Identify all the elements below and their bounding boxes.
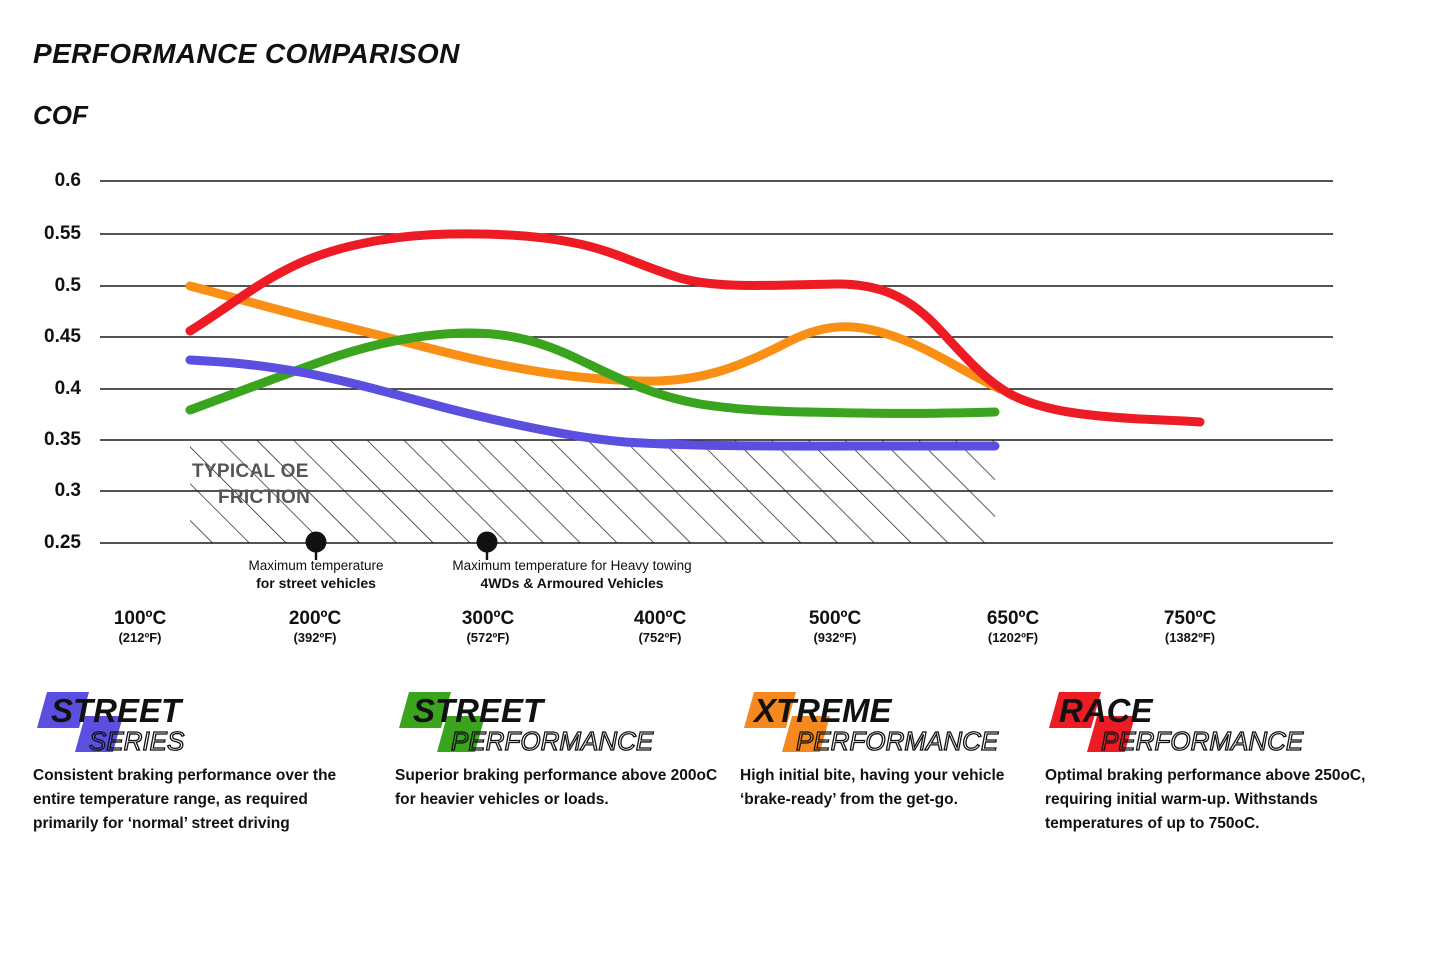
logo-brand-text: XTREME	[752, 692, 893, 729]
series-line-street-performance	[185, 328, 1000, 418]
logo-accent-shape	[399, 692, 451, 728]
logo-sub-text: PERFORMANCE	[1101, 726, 1304, 756]
y-tick-6: 0.3	[54, 480, 81, 501]
x-tick-celsius: 650ºC	[986, 608, 1040, 629]
x-tick-celsius: 100ºC	[113, 608, 167, 629]
logo-street-series: STREET SERIES	[33, 682, 373, 758]
annotation-line1: Maximum temperature for Heavy towing	[452, 558, 692, 573]
x-tick-100c: 100ºC (212ºF)	[75, 608, 205, 646]
logo-accent-shape	[37, 692, 89, 728]
legend-description: Superior braking performance above 200oC…	[395, 767, 718, 809]
y-tick-3: 0.45	[44, 326, 81, 347]
annotation-marker-street-vehicles	[305, 531, 327, 560]
x-tick-200c: 200ºC (392ºF)	[250, 608, 380, 646]
logo-accent-shape-lower	[1087, 716, 1135, 752]
logo-accent-shape	[1049, 692, 1101, 728]
x-tick-celsius: 750ºC	[1163, 608, 1217, 629]
page-title: PERFORMANCE COMPARISON	[33, 38, 460, 69]
x-tick-400c: 400ºC (752ºF)	[595, 608, 725, 646]
logo-sub-text: PERFORMANCE	[796, 726, 999, 756]
annotation-line1: Maximum temperature	[248, 558, 384, 573]
legend-item-street-performance: STREET PERFORMANCE Superior braking perf…	[395, 682, 725, 812]
logo-accent-shape-lower	[782, 716, 830, 752]
legend-item-street-series: STREET SERIES Consistent braking perform…	[33, 682, 373, 836]
annotation-heavy-towing: Maximum temperature for Heavy towing 4WD…	[352, 558, 792, 592]
x-tick-650c: 650ºC (1202ºF)	[948, 608, 1078, 646]
logo-brand-text: RACE	[1059, 692, 1153, 729]
legend-description: Consistent braking performance over the …	[33, 767, 337, 833]
x-tick-fahrenheit: (392ºF)	[293, 629, 337, 645]
y-tick-2: 0.5	[54, 275, 81, 296]
annotation-line2: 4WDs & Armoured Vehicles	[480, 574, 664, 591]
y-tick-1: 0.55	[44, 223, 81, 244]
logo-race-performance: RACE PERFORMANCE	[1045, 682, 1375, 758]
typical-oe-friction-label: TYPICAL OE FRICTION	[192, 459, 310, 510]
chart: 0.6 0.55 0.5 0.45 0.4 0.35 0.3 0.25 TYPI…	[44, 170, 1333, 646]
logo-brand-text: STREET	[413, 692, 546, 729]
band-label-line2: FRICTION	[218, 486, 311, 508]
x-tick-fahrenheit: (212ºF)	[118, 629, 162, 645]
legend: STREET SERIES Consistent braking perform…	[0, 682, 1445, 972]
x-tick-fahrenheit: (1382ºF)	[1164, 629, 1216, 645]
legend-item-race-performance: RACE PERFORMANCE Optimal braking perform…	[1045, 682, 1375, 836]
series-line-street-series	[185, 355, 1000, 451]
annotation-line2: for street vehicles	[256, 574, 376, 591]
y-tick-7: 0.25	[44, 532, 81, 553]
x-tick-fahrenheit: (572ºF)	[466, 629, 510, 645]
legend-item-xtreme-performance: XTREME PERFORMANCE High initial bite, ha…	[740, 682, 1040, 812]
x-tick-500c: 500ºC (932ºF)	[770, 608, 900, 646]
logo-accent-shape	[744, 692, 796, 728]
annotation-street-vehicles: Maximum temperature for street vehicles	[146, 558, 486, 592]
x-tick-celsius: 500ºC	[808, 608, 862, 629]
y-tick-0: 0.6	[54, 170, 81, 191]
x-tick-fahrenheit: (752ºF)	[638, 629, 682, 645]
logo-xtreme-performance: XTREME PERFORMANCE	[740, 682, 1040, 758]
annotation-marker-heavy-towing	[476, 531, 498, 560]
x-tick-750c: 750ºC (1382ºF)	[1125, 608, 1255, 646]
chart-plot	[100, 180, 1333, 560]
series-line-race-performance	[185, 229, 1205, 427]
x-tick-fahrenheit: (932ºF)	[813, 629, 857, 645]
logo-sub-text: PERFORMANCE	[451, 726, 654, 756]
logo-accent-shape-lower	[437, 716, 485, 752]
logo-brand-text: STREET	[51, 692, 184, 729]
band-label-line1: TYPICAL OE	[192, 461, 309, 482]
logo-street-performance: STREET PERFORMANCE	[395, 682, 725, 758]
gridlines	[100, 180, 1333, 544]
logo-accent-shape-lower	[75, 716, 123, 752]
x-tick-fahrenheit: (1202ºF)	[987, 629, 1039, 645]
y-tick-5: 0.35	[44, 429, 81, 450]
y-tick-4: 0.4	[54, 378, 81, 399]
legend-description: Optimal braking performance above 250oC,…	[1045, 767, 1366, 833]
x-tick-celsius: 400ºC	[633, 608, 687, 629]
x-tick-celsius: 300ºC	[461, 608, 515, 629]
x-tick-celsius: 200ºC	[288, 608, 342, 629]
legend-description: High initial bite, having your vehicle ‘…	[740, 767, 1005, 809]
axis-title-cof: COF	[33, 100, 88, 130]
logo-sub-text: SERIES	[89, 726, 185, 756]
x-tick-300c: 300ºC (572ºF)	[423, 608, 553, 646]
